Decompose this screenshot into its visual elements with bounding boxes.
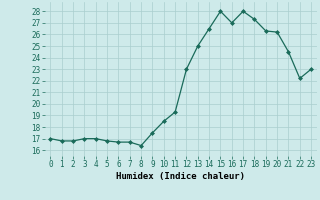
X-axis label: Humidex (Indice chaleur): Humidex (Indice chaleur) (116, 172, 245, 181)
